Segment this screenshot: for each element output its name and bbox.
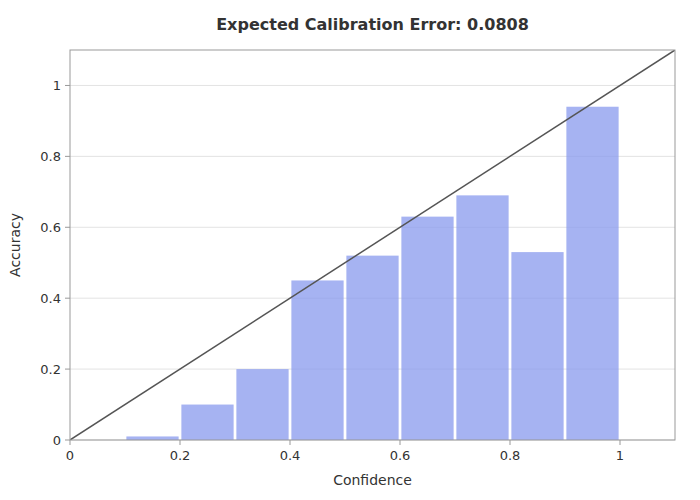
x-tick-label: 0.2 — [170, 448, 191, 463]
chart-svg: 0 0.2 0.4 0.6 0.8 1 0 0.2 0.4 0.6 0.8 1 Confidence Ac… — [0, 0, 700, 500]
grid-line — [70, 85, 675, 86]
x-axis-label: Confidence — [333, 472, 412, 488]
y-tick-label: 0.6 — [40, 220, 61, 235]
x-tick — [290, 440, 291, 445]
bar — [126, 436, 178, 440]
chart-title: Expected Calibration Error: 0.0808 — [216, 15, 529, 34]
x-tick — [400, 440, 401, 445]
y-tick — [65, 227, 70, 228]
y-tick-label: 0.8 — [40, 149, 61, 164]
y-tick — [65, 298, 70, 299]
plot-frame — [70, 50, 675, 440]
y-axis-label: Accuracy — [7, 213, 23, 277]
x-tick-label: 0 — [66, 448, 74, 463]
axes: 0 0.2 0.4 0.6 0.8 1 0 0.2 0.4 0.6 0.8 1 — [40, 78, 624, 463]
bar — [291, 280, 343, 440]
x-tick — [70, 440, 71, 445]
y-tick-label: 0.2 — [40, 362, 61, 377]
x-tick — [510, 440, 511, 445]
x-tick-label: 0.4 — [280, 448, 301, 463]
y-tick-label: 0.4 — [40, 291, 61, 306]
bar — [456, 195, 508, 440]
chart-container: 0 0.2 0.4 0.6 0.8 1 0 0.2 0.4 0.6 0.8 1 Confidence Ac… — [0, 0, 700, 500]
x-tick — [180, 440, 181, 445]
x-tick-label: 0.8 — [500, 448, 521, 463]
x-tick-label: 0.6 — [390, 448, 411, 463]
x-tick — [620, 440, 621, 445]
y-tick — [65, 85, 70, 86]
x-tick-label: 1 — [616, 448, 624, 463]
bar — [236, 369, 288, 440]
y-tick-label: 1 — [53, 78, 61, 93]
grid — [70, 85, 675, 440]
bar — [511, 252, 563, 440]
y-tick-label: 0 — [53, 433, 61, 448]
y-tick — [65, 156, 70, 157]
bar — [181, 405, 233, 440]
bar — [566, 107, 618, 440]
reference-line — [70, 50, 675, 440]
y-tick — [65, 440, 70, 441]
y-tick — [65, 369, 70, 370]
plot-area — [70, 50, 675, 440]
bar — [401, 217, 453, 440]
bar — [346, 256, 398, 440]
